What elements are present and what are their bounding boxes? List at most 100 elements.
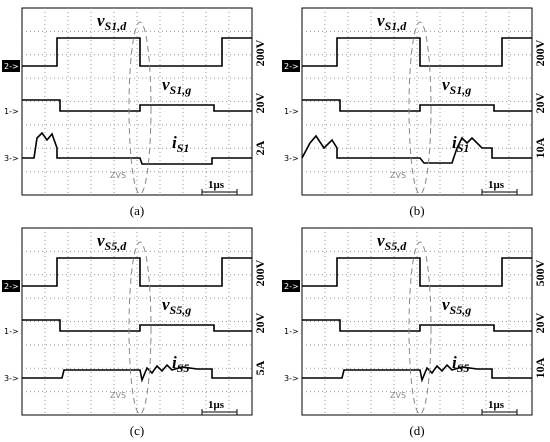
waveform [302, 319, 532, 332]
waveform [22, 131, 252, 165]
time-scale: 1μs [208, 399, 225, 411]
signal-subscript: S5,g [170, 303, 192, 317]
panel-caption: (c) [130, 423, 144, 438]
signal-symbol: v [162, 75, 170, 94]
signal-label: iS5 [452, 353, 469, 375]
waveform [22, 319, 252, 332]
channel-marker: 2-> [284, 62, 299, 71]
scale-label: 20V [533, 312, 547, 333]
signal-subscript: S5 [177, 361, 190, 375]
signal-subscript: S5 [457, 361, 470, 375]
channel-marker: 1-> [284, 107, 299, 116]
signal-symbol: v [377, 11, 385, 30]
scale-label: 200V [253, 39, 267, 66]
scale-label: 200V [253, 259, 267, 286]
waveform [302, 257, 532, 287]
signal-subscript: S5,d [385, 239, 408, 253]
marker-box [282, 280, 300, 292]
signal-label: vS5,d [97, 231, 127, 253]
waveform [22, 363, 252, 383]
zvs-ellipse [128, 241, 152, 415]
scale-label: 10A [533, 137, 547, 158]
zvs-label: ZVS [110, 171, 126, 180]
channel-marker: 2-> [4, 62, 19, 71]
time-scale: 1μs [208, 179, 225, 191]
signal-label: vS1,g [442, 75, 471, 97]
channel-marker: 1-> [4, 327, 19, 336]
time-scale: 1μs [488, 179, 505, 191]
channel-marker: 1-> [4, 107, 19, 116]
zvs-label: ZVS [110, 391, 126, 400]
signal-label: vS5,d [377, 231, 407, 253]
signal-subscript: S1 [457, 141, 470, 155]
signal-symbol: v [377, 231, 385, 250]
channel-marker: 3-> [284, 374, 299, 383]
time-arrow [481, 409, 518, 415]
time-arrow [481, 189, 518, 195]
scale-label: 5A [253, 360, 267, 375]
signal-subscript: S1,g [170, 83, 192, 97]
signal-label: vS1,g [162, 75, 191, 97]
signal-subscript: S5,g [450, 303, 472, 317]
signal-symbol: v [442, 295, 450, 314]
zvs-ellipse [128, 21, 152, 195]
waveform [301, 134, 532, 164]
channel-marker: 2-> [284, 282, 299, 291]
signal-subscript: S1,d [105, 19, 128, 33]
waveform [22, 99, 252, 112]
signal-symbol: v [162, 295, 170, 314]
waveform [302, 37, 532, 67]
marker-box [282, 60, 300, 72]
panel-caption: (d) [409, 423, 424, 438]
marker-box [2, 60, 20, 72]
signal-symbol: i [172, 353, 177, 372]
panel-caption: (a) [130, 203, 144, 218]
scale-label: 500V [533, 259, 547, 286]
channel-marker: 2-> [4, 282, 19, 291]
scale-label: 10A [533, 357, 547, 378]
signal-subscript: S1,g [450, 83, 472, 97]
signal-label: iS1 [452, 133, 469, 155]
signal-label: vS5,g [442, 295, 471, 317]
signal-label: iS5 [172, 353, 189, 375]
scale-label: 2A [253, 140, 267, 155]
zvs-ellipse [408, 241, 432, 415]
signal-label: vS5,g [162, 295, 191, 317]
signal-symbol: i [452, 133, 457, 152]
scale-label: 20V [253, 312, 267, 333]
time-scale: 1μs [488, 399, 505, 411]
zvs-ellipse [408, 21, 432, 195]
signal-subscript: S1,d [385, 19, 408, 33]
time-arrow [201, 409, 238, 415]
scale-label: 20V [253, 92, 267, 113]
signal-label: vS1,d [377, 11, 407, 33]
waveform [302, 99, 532, 112]
signal-symbol: v [97, 11, 105, 30]
signal-symbol: v [442, 75, 450, 94]
waveform [22, 37, 252, 67]
channel-marker: 1-> [284, 327, 299, 336]
channel-marker: 3-> [284, 154, 299, 163]
signal-subscript: S5,d [105, 239, 128, 253]
marker-box [2, 280, 20, 292]
channel-marker: 3-> [4, 374, 19, 383]
zvs-label: ZVS [390, 171, 406, 180]
signal-symbol: v [97, 231, 105, 250]
scale-label: 200V [533, 39, 547, 66]
scale-label: 20V [533, 92, 547, 113]
zvs-label: ZVS [390, 391, 406, 400]
channel-marker: 3-> [4, 154, 19, 163]
waveform [302, 363, 532, 383]
panel-caption: (b) [409, 203, 424, 218]
signal-symbol: i [452, 353, 457, 372]
signal-label: iS1 [172, 133, 189, 155]
signal-subscript: S1 [177, 141, 190, 155]
waveform [22, 257, 252, 287]
time-arrow [201, 189, 238, 195]
signal-symbol: i [172, 133, 177, 152]
